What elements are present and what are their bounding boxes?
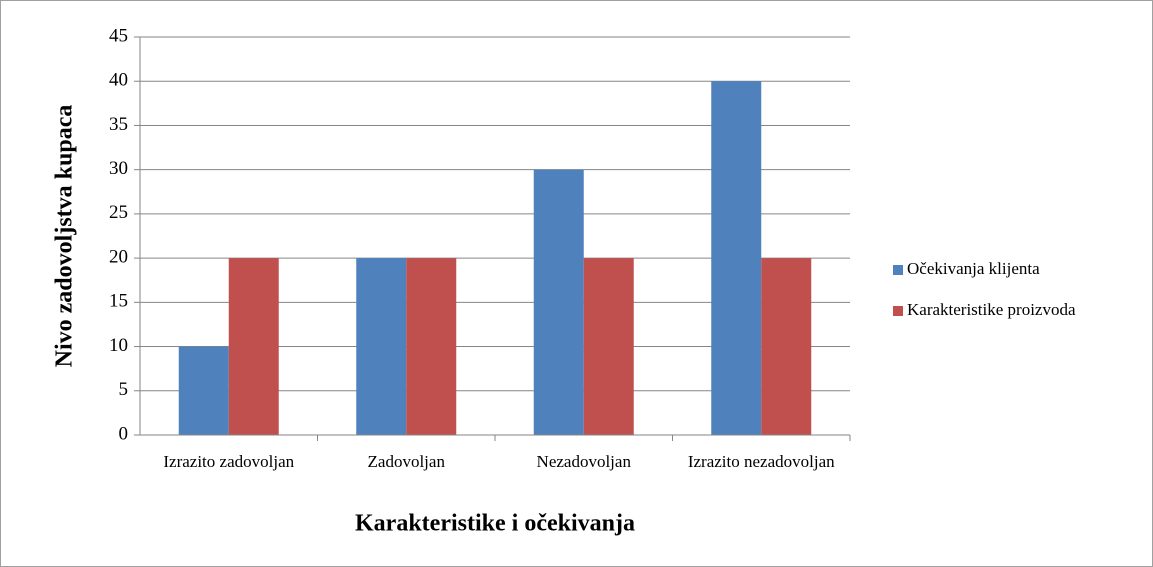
y-tick-label: 10 (109, 335, 128, 356)
y-tick-label: 20 (109, 246, 128, 267)
y-tick-label: 0 (119, 423, 129, 444)
y-tick-label: 5 (119, 379, 129, 400)
bar (583, 258, 634, 435)
y-tick-label: 15 (109, 291, 128, 312)
bar (356, 258, 407, 435)
x-tick-label: Zadovoljan (367, 452, 445, 471)
legend-swatch (893, 306, 903, 316)
x-tick-label: Izrazito nezadovoljan (687, 452, 835, 471)
y-axis-title: Nivo zadovoljstva kupaca (52, 105, 78, 368)
bar (228, 258, 279, 435)
x-axis-title: Karakteristike i očekivanja (355, 511, 635, 537)
y-tick-label: 25 (109, 202, 128, 223)
legend-label: Karakteristike proizvoda (907, 300, 1076, 319)
bar (761, 258, 812, 435)
x-tick-label: Nezadovoljan (536, 452, 631, 471)
legend-label: Očekivanja klijenta (907, 259, 1040, 278)
bar (533, 169, 584, 435)
bar (406, 258, 457, 435)
bar (178, 346, 229, 435)
x-tick-label: Izrazito zadovoljan (163, 452, 295, 471)
bar (711, 81, 762, 435)
y-tick-label: 30 (109, 158, 128, 179)
y-tick-label: 45 (109, 25, 128, 46)
y-tick-label: 35 (109, 114, 128, 135)
y-tick-label: 40 (109, 70, 128, 91)
legend-swatch (893, 265, 903, 275)
